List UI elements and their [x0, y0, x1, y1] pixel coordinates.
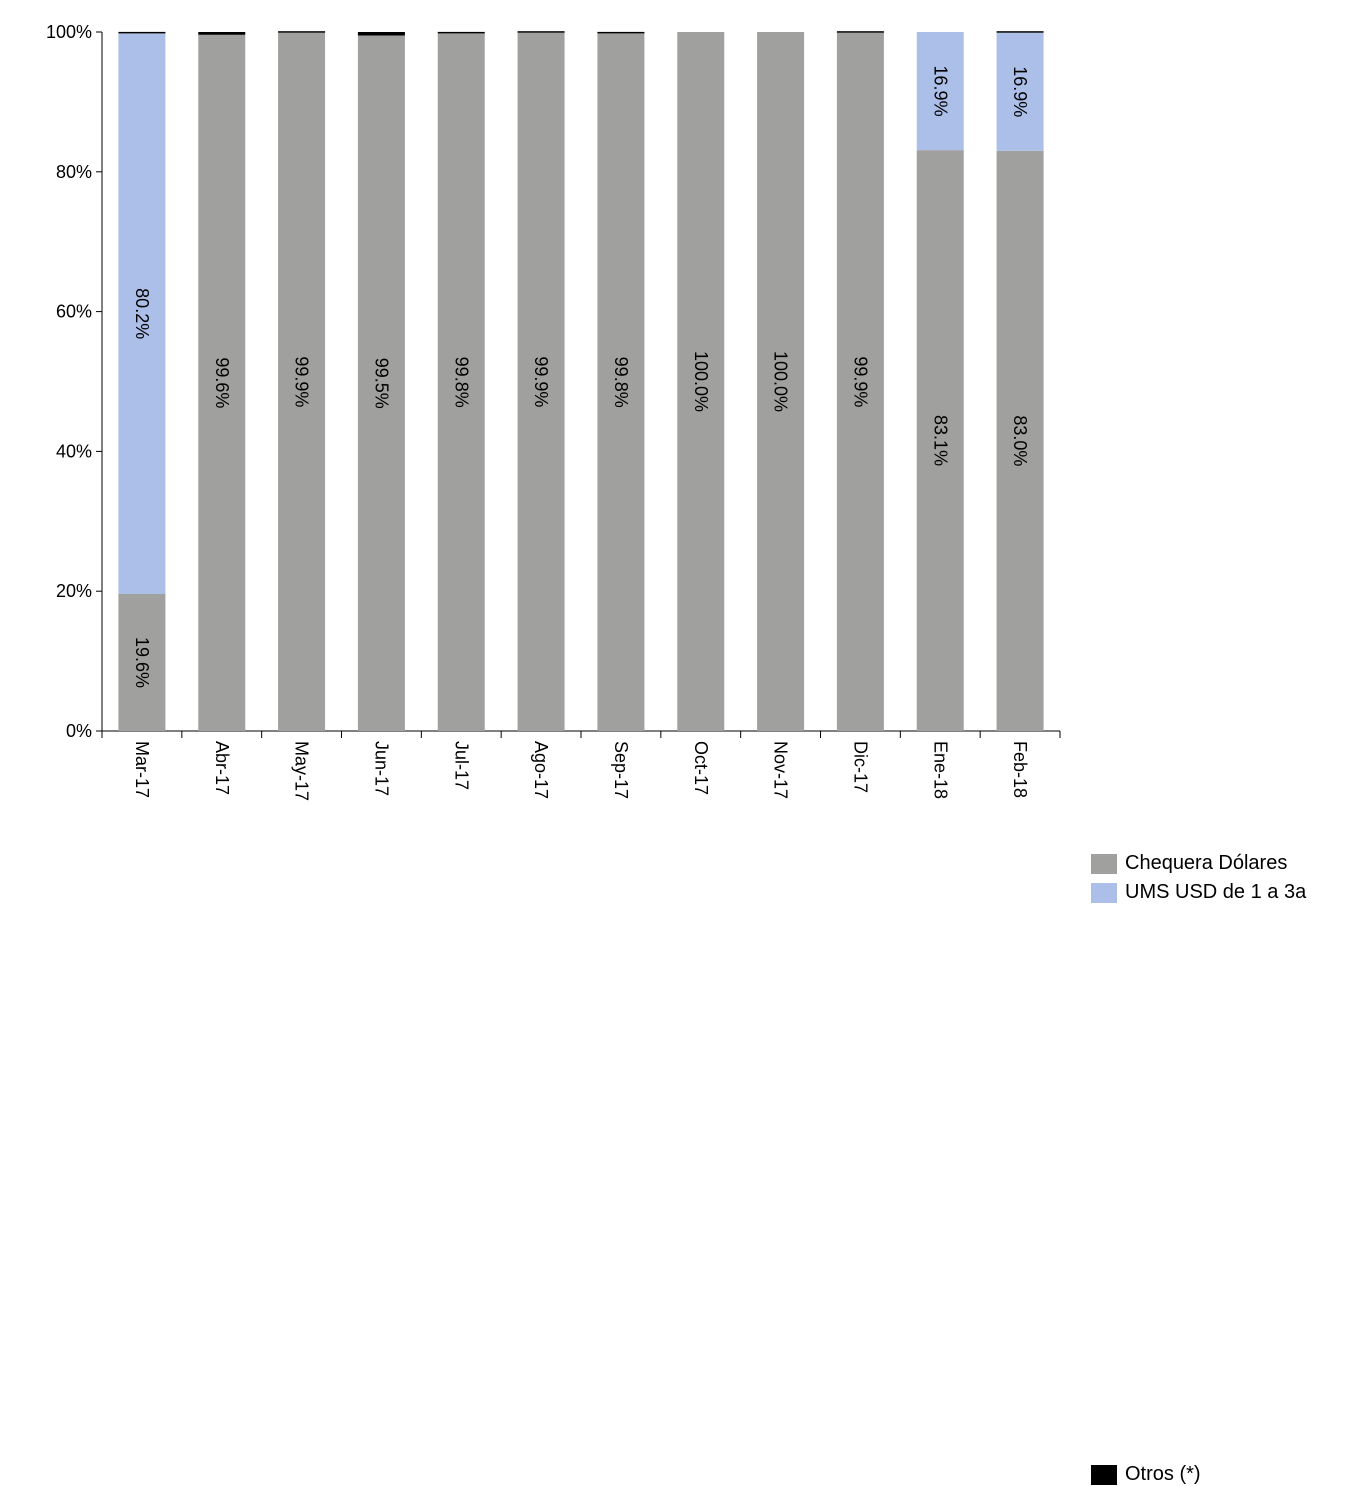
- data-label: 99.9%: [850, 356, 870, 407]
- data-label: 99.9%: [531, 356, 551, 407]
- x-tick-label: Oct-17: [691, 741, 711, 795]
- bar-segment-chequera-sep-17: [597, 33, 645, 731]
- bar-segment-chequera-abr-17: [198, 34, 246, 731]
- y-tick-label: 60%: [56, 302, 92, 322]
- legend-label-otros: Otros (*): [1125, 1463, 1201, 1485]
- data-label: 19.6%: [132, 637, 152, 688]
- x-tick-label: Ago-17: [531, 741, 551, 799]
- legend-swatch-chequera: [1091, 853, 1117, 874]
- bar-segment-chequera-may-17: [278, 32, 326, 732]
- legend-swatch-otros: [1091, 1464, 1117, 1485]
- data-label: 100.0%: [691, 351, 711, 412]
- data-label: 83.1%: [930, 415, 950, 466]
- tick-labels: 0% 20% 40% 60% 80% 100% Mar-17 Abr-17 May-17 Jun-…: [46, 22, 1030, 801]
- x-tick-label: Mar-17: [132, 741, 152, 798]
- bar-segment-chequera-nov-17: [757, 32, 805, 731]
- x-tick-label: Ene-18: [930, 741, 950, 799]
- bar-segment-chequera-oct-17: [677, 32, 725, 731]
- x-tick-label: Nov-17: [771, 741, 791, 799]
- bars: [118, 31, 1044, 732]
- data-label: 99.6%: [212, 357, 232, 408]
- y-tick-label: 20%: [56, 581, 92, 601]
- bar-segment-otros-feb-18: [996, 31, 1044, 33]
- data-label: 99.9%: [292, 356, 312, 407]
- y-tick-label: 100%: [46, 22, 92, 42]
- bar-segment-chequera-feb-18: [996, 150, 1044, 731]
- legend-item-otros: Otros (*): [1091, 1463, 1201, 1486]
- bar-segment-otros-sep-17: [597, 31, 645, 34]
- y-tick-label: 40%: [56, 441, 92, 461]
- bar-segment-chequera-jul-17: [437, 33, 485, 731]
- data-label: 99.8%: [451, 357, 471, 408]
- x-tick-label: Jun-17: [371, 741, 391, 796]
- data-label: 99.8%: [611, 357, 631, 408]
- bar-segment-otros-jun-17: [357, 32, 405, 36]
- x-tick-label: Feb-18: [1010, 741, 1030, 798]
- data-label: 80.2%: [132, 288, 152, 339]
- bar-segment-otros-may-17: [278, 31, 326, 33]
- legend-swatch-ums: [1091, 882, 1117, 903]
- bar-segment-chequera-mar-17: [118, 593, 166, 731]
- x-tick-label: Sep-17: [611, 741, 631, 799]
- bar-segment-ums-mar-17: [118, 33, 166, 594]
- x-tick-label: Abr-17: [212, 741, 232, 795]
- data-labels: 19.6% 80.2% 99.6% 99.9% 99.5% 99.8% 99.9% 99.8%…: [132, 66, 1030, 688]
- bar-segment-chequera-jun-17: [357, 35, 405, 732]
- data-label: 16.9%: [930, 66, 950, 117]
- bar-segment-otros-ago-17: [517, 31, 565, 33]
- bar-segment-otros-mar-17: [118, 31, 166, 34]
- data-label: 16.9%: [1010, 66, 1030, 117]
- bar-segment-chequera-ene-18: [916, 150, 964, 732]
- legend-label-chequera: Chequera Dólares: [1125, 852, 1288, 874]
- chart-container: 19.6% 80.2% 99.6% 99.9% 99.5% 99.8% 99.9% 99.8%…: [46, 22, 1306, 1485]
- x-tick-label: May-17: [292, 741, 312, 801]
- y-tick-label: 80%: [56, 162, 92, 182]
- bar-segment-chequera-ago-17: [517, 32, 565, 732]
- bar-segment-chequera-dic-17: [836, 32, 884, 732]
- data-label: 83.0%: [1010, 415, 1030, 466]
- data-label: 100.0%: [771, 351, 791, 412]
- x-tick-label: Dic-17: [850, 741, 870, 793]
- legend-item-chequera: Chequera Dólares: [1091, 852, 1287, 875]
- bar-segment-ums-ene-18: [916, 32, 964, 151]
- bar-segment-otros-abr-17: [198, 32, 246, 35]
- legend-label-ums: UMS USD de 1 a 3a: [1125, 881, 1307, 903]
- bar-segment-otros-dic-17: [836, 31, 884, 33]
- bar-segment-ums-feb-18: [996, 32, 1044, 151]
- legend-item-ums: UMS USD de 1 a 3a: [1091, 881, 1306, 904]
- data-label: 99.5%: [371, 358, 391, 409]
- stacked-bar-chart: 19.6% 80.2% 99.6% 99.9% 99.5% 99.8% 99.9% 99.8%…: [46, 22, 1061, 801]
- axes: [96, 31, 1061, 738]
- y-tick-label: 0%: [66, 721, 92, 741]
- bar-segment-otros-jul-17: [437, 31, 485, 34]
- x-tick-label: Jul-17: [451, 741, 471, 790]
